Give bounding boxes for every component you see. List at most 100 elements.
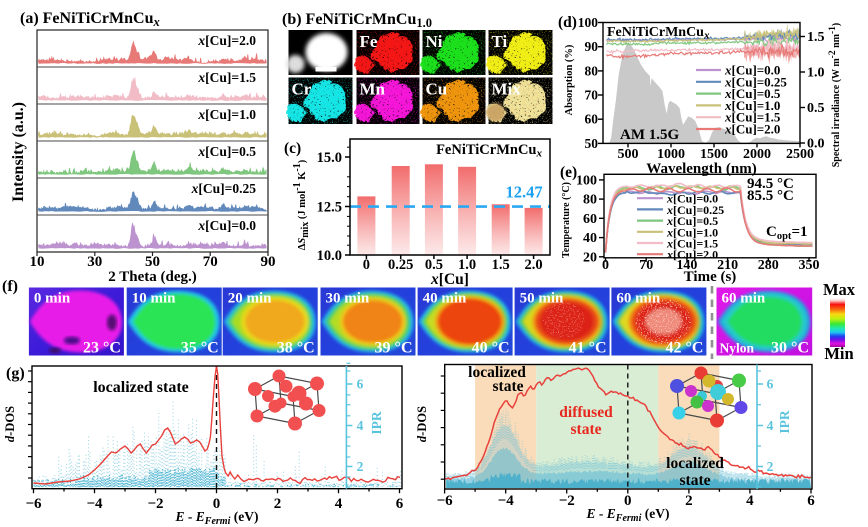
svg-text:E - EFermi (eV): E - EFermi (eV): [175, 509, 259, 527]
svg-text:2: 2: [685, 493, 693, 509]
svg-text:x[Cu]=2.0: x[Cu]=2.0: [197, 33, 256, 48]
svg-text:90: 90: [585, 39, 599, 54]
svg-text:Wavelength (nm): Wavelength (nm): [646, 161, 756, 177]
svg-text:x[Cu]=1.5: x[Cu]=1.5: [666, 237, 718, 251]
svg-text:2: 2: [274, 496, 282, 512]
svg-text:100: 100: [578, 15, 599, 30]
svg-text:FeNiTiCrMnCux: FeNiTiCrMnCux: [436, 142, 542, 160]
svg-text:60: 60: [585, 112, 599, 127]
svg-text:Spectral irradiance (W m-2 nm-: Spectral irradiance (W m-2 nm-1): [828, 23, 842, 168]
svg-text:Mn: Mn: [360, 80, 386, 99]
svg-text:x[Cu]=1.0: x[Cu]=1.0: [666, 225, 718, 239]
svg-text:210: 210: [717, 258, 738, 273]
svg-text:60: 60: [583, 212, 597, 227]
svg-text:x[Cu]=0.0: x[Cu]=0.0: [197, 218, 256, 233]
svg-text:x[Cu]=0.25: x[Cu]=0.25: [666, 203, 724, 217]
svg-text:4: 4: [767, 418, 774, 433]
svg-text:x[Cu]: x[Cu]: [430, 271, 469, 288]
svg-text:80: 80: [585, 63, 599, 78]
svg-text:80: 80: [583, 193, 597, 208]
svg-text:localized: localized: [468, 364, 526, 381]
svg-text:state: state: [571, 421, 602, 438]
svg-text:Copt=1: Copt=1: [766, 224, 808, 242]
svg-text:12.5: 12.5: [317, 200, 342, 216]
svg-text:500: 500: [618, 147, 639, 162]
svg-text:2 Theta (deg.): 2 Theta (deg.): [108, 269, 196, 285]
svg-text:Ni: Ni: [426, 32, 443, 51]
svg-text:10 min: 10 min: [132, 291, 176, 307]
svg-text:0: 0: [624, 493, 632, 509]
svg-text:30: 30: [87, 254, 102, 270]
svg-text:x[Cu]=2.0: x[Cu]=2.0: [724, 122, 780, 137]
svg-text:35 °C: 35 °C: [181, 340, 219, 357]
svg-text:Ti: Ti: [492, 32, 508, 51]
svg-text:x[Cu]=0.25: x[Cu]=0.25: [724, 74, 787, 89]
svg-text:50 min: 50 min: [520, 291, 564, 307]
svg-text:x[Cu]=1.5: x[Cu]=1.5: [197, 70, 256, 85]
svg-text:30 °C: 30 °C: [771, 340, 809, 357]
svg-text:20: 20: [583, 250, 597, 265]
svg-text:23 °C: 23 °C: [83, 340, 121, 357]
svg-text:6: 6: [807, 493, 815, 509]
svg-text:140: 140: [676, 258, 697, 273]
svg-text:Time (s): Time (s): [684, 269, 737, 285]
svg-text:x[Cu]=0.5: x[Cu]=0.5: [197, 144, 256, 159]
svg-text:4: 4: [357, 418, 364, 433]
svg-text:12.47: 12.47: [505, 183, 542, 202]
svg-text:40 °C: 40 °C: [472, 340, 510, 357]
svg-text:50: 50: [585, 136, 599, 151]
svg-text:0.0: 0.0: [807, 137, 825, 152]
svg-text:15.0: 15.0: [317, 150, 342, 166]
svg-text:Absorption (%): Absorption (%): [564, 44, 575, 115]
svg-text:350: 350: [799, 258, 820, 273]
svg-text:0.5: 0.5: [807, 101, 825, 116]
svg-text:10: 10: [30, 254, 45, 270]
svg-text:(e): (e): [560, 164, 577, 181]
svg-text:0 min: 0 min: [34, 291, 71, 307]
svg-text:diffused: diffused: [559, 404, 613, 421]
svg-text:40 min: 40 min: [423, 291, 467, 307]
svg-text:(g): (g): [6, 365, 25, 382]
svg-text:60 min: 60 min: [722, 291, 766, 307]
svg-text:0.25: 0.25: [388, 257, 413, 273]
svg-text:(a) FeNiTiCrMnCux: (a) FeNiTiCrMnCux: [20, 10, 160, 29]
svg-text:IPR: IPR: [777, 410, 792, 434]
svg-text:1.0: 1.0: [458, 257, 476, 273]
svg-text:x[Cu]=0.25: x[Cu]=0.25: [191, 181, 257, 196]
svg-text:1000: 1000: [657, 147, 685, 162]
svg-text:1.0: 1.0: [807, 66, 825, 81]
svg-text:x[Cu]=1.5: x[Cu]=1.5: [724, 110, 781, 125]
svg-text:2000: 2000: [743, 147, 771, 162]
svg-text:x[Cu]=1.0: x[Cu]=1.0: [197, 107, 256, 122]
svg-text:30 min: 30 min: [326, 291, 370, 307]
svg-text:Temperature (°C): Temperature (°C): [561, 182, 572, 258]
svg-text:41 °C: 41 °C: [569, 340, 607, 357]
svg-text:x[Cu]=1.0: x[Cu]=1.0: [724, 98, 780, 113]
svg-text:localized: localized: [666, 455, 724, 472]
svg-text:2: 2: [357, 459, 364, 474]
svg-text:70: 70: [585, 88, 599, 103]
svg-text:1500: 1500: [700, 147, 728, 162]
svg-text:x[Cu]=0.5: x[Cu]=0.5: [724, 86, 781, 101]
svg-text:d-DOS: d-DOS: [3, 406, 17, 442]
svg-text:AM 1.5G: AM 1.5G: [620, 127, 679, 143]
svg-text:state: state: [493, 378, 524, 395]
svg-text:6: 6: [357, 377, 364, 392]
svg-text:−2: −2: [147, 496, 163, 512]
svg-text:85.5 °C: 85.5 °C: [747, 188, 794, 204]
svg-text:0.5: 0.5: [425, 257, 443, 273]
svg-text:(c): (c): [284, 140, 301, 157]
svg-text:x[Cu]=0.0: x[Cu]=0.0: [666, 192, 718, 206]
svg-text:20 min: 20 min: [228, 291, 272, 307]
svg-text:4: 4: [335, 496, 343, 512]
svg-text:(b) FeNiTiCrMnCu1.0: (b) FeNiTiCrMnCu1.0: [282, 11, 432, 30]
svg-text:90: 90: [261, 254, 276, 270]
svg-text:38 °C: 38 °C: [277, 340, 315, 357]
svg-text:Nylon: Nylon: [720, 341, 755, 356]
svg-text:42 °C: 42 °C: [665, 340, 703, 357]
svg-text:Cr: Cr: [292, 80, 312, 99]
svg-text:−6: −6: [437, 493, 454, 509]
svg-text:40: 40: [583, 231, 597, 246]
svg-text:Min: Min: [824, 344, 853, 363]
svg-text:0: 0: [602, 258, 609, 273]
